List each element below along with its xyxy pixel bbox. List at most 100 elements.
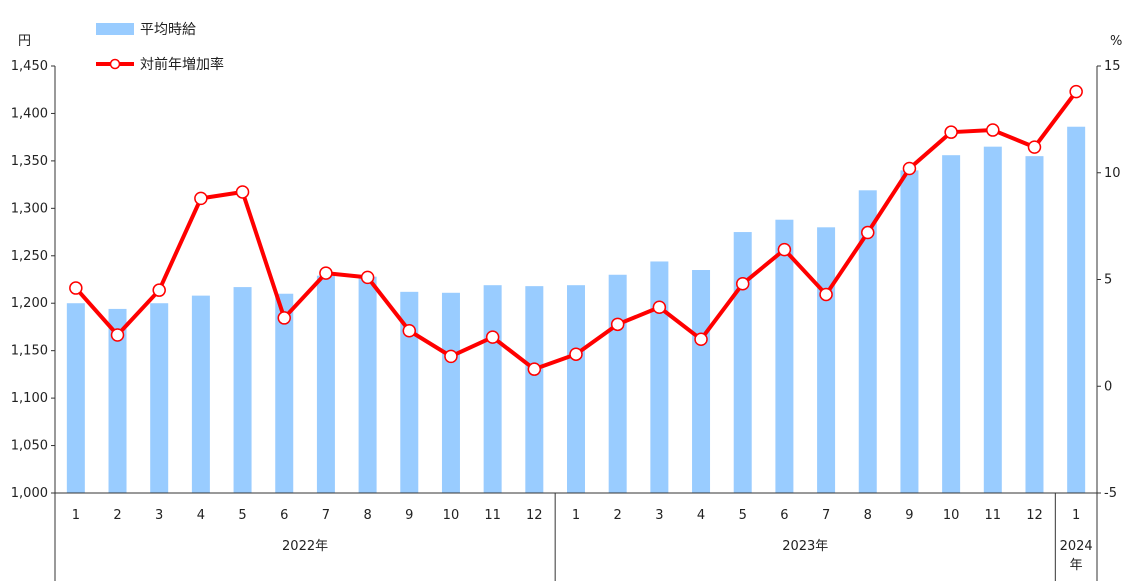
bar-21 <box>900 170 919 493</box>
bar-11 <box>483 285 502 493</box>
growth-rate-point-16 <box>694 332 708 347</box>
x-tick-label: 11 <box>484 508 501 523</box>
bar-series <box>66 126 1086 494</box>
left-tick-label: 1,000 <box>11 486 48 501</box>
growth-rate-point-23 <box>986 123 1000 137</box>
growth-rate-point-7 <box>319 266 333 280</box>
bar-23 <box>983 146 1002 493</box>
x-tick-label: 12 <box>1026 508 1043 523</box>
x-tick-label: 8 <box>864 508 872 523</box>
growth-rate-point-10 <box>444 349 458 364</box>
x-tick-label: 8 <box>363 508 371 523</box>
bar-19 <box>817 227 836 494</box>
x-tick-label: 6 <box>280 508 288 523</box>
x-tick-label: 1 <box>1072 508 1080 523</box>
growth-rate-point-2 <box>110 328 125 342</box>
x-tick-label: 2 <box>614 508 622 523</box>
growth-rate-point-14 <box>610 317 625 332</box>
bar-6 <box>275 293 294 493</box>
growth-rate-point-12 <box>527 362 542 376</box>
growth-rate-point-18 <box>777 242 792 257</box>
growth-rate-point-19 <box>819 287 833 302</box>
growth-rate-point-17 <box>735 277 750 291</box>
year-label: 2022年 <box>282 539 328 554</box>
bar-10 <box>441 292 460 493</box>
x-tick-label: 4 <box>697 508 705 523</box>
legend-label-line: 対前年増加率 <box>140 56 224 73</box>
left-tick-label: 1,450 <box>11 59 48 74</box>
growth-rate-point-25 <box>1069 84 1083 99</box>
bar-7 <box>316 275 335 493</box>
bar-14 <box>608 274 627 493</box>
growth-rate-point-5 <box>235 185 250 199</box>
left-tick-label: 1,350 <box>11 154 48 169</box>
bar-3 <box>150 303 169 493</box>
bar-22 <box>942 155 961 493</box>
x-tick-label: 10 <box>443 508 460 523</box>
growth-rate-point-9 <box>402 323 417 338</box>
growth-rate-point-6 <box>277 311 291 325</box>
right-tick-label: 0 <box>1104 379 1112 394</box>
left-tick-label: 1,300 <box>11 201 48 216</box>
growth-rate-point-21 <box>902 161 917 176</box>
x-tick-label: 12 <box>526 508 543 523</box>
x-tick-label: 7 <box>822 508 830 523</box>
left-tick-label: 1,150 <box>11 344 48 359</box>
x-tick-label: 3 <box>155 508 163 523</box>
bar-9 <box>400 291 419 493</box>
growth-rate-point-4 <box>194 191 208 206</box>
growth-rate-point-11 <box>485 330 500 344</box>
growth-rate-point-13 <box>569 347 583 361</box>
growth-rate-point-15 <box>652 300 667 315</box>
bar-20 <box>858 190 877 493</box>
right-tick-label: -5 <box>1104 486 1117 501</box>
legend-swatch-bar <box>96 23 134 35</box>
bar-8 <box>358 276 377 493</box>
growth-rate-point-8 <box>360 270 375 285</box>
left-axis-ticks: 1,000 1,050 1,100 1,150 1,200 1,250 1,300 1,350… <box>11 59 55 501</box>
left-tick-label: 1,200 <box>11 296 48 311</box>
bar-17 <box>733 232 752 494</box>
x-tick-label: 5 <box>739 508 747 523</box>
bar-1 <box>66 303 85 493</box>
x-tick-label: 11 <box>985 508 1002 523</box>
bar-2 <box>108 308 127 493</box>
x-tick-label: 5 <box>238 508 246 523</box>
x-axis-ticks: 1 2 3 4 5 6 7 8 9 10 11 12 1 2 3 4 5 6 7 8 9 10 11 12 1 <box>72 508 1081 523</box>
line-series <box>69 84 1083 376</box>
x-tick-label: 6 <box>780 508 788 523</box>
legend-label-bar: 平均時給 <box>140 22 196 38</box>
year-label-line: 年 <box>1070 558 1083 573</box>
x-tick-label: 9 <box>905 508 913 523</box>
legend: 平均時給 対前年増加率 <box>96 22 224 73</box>
bar-24 <box>1025 156 1044 493</box>
growth-rate-point-1 <box>69 281 83 295</box>
x-tick-label: 1 <box>72 508 80 523</box>
growth-rate-point-20 <box>861 225 875 240</box>
x-tick-label: 9 <box>405 508 413 523</box>
bar-16 <box>692 270 711 493</box>
right-tick-label: 10 <box>1104 166 1121 181</box>
right-tick-label: 5 <box>1104 273 1112 288</box>
bar-4 <box>191 295 210 493</box>
bar-15 <box>650 261 669 493</box>
x-tick-label: 2 <box>113 508 121 523</box>
left-tick-label: 1,050 <box>11 439 48 454</box>
left-tick-label: 1,100 <box>11 391 48 406</box>
right-axis-unit: % <box>1110 34 1122 49</box>
bar-25 <box>1067 126 1086 494</box>
x-tick-label: 3 <box>655 508 663 523</box>
year-label-line: 2024 <box>1060 539 1093 554</box>
right-axis-ticks: -5 0 5 10 15 <box>1097 59 1121 501</box>
bar-13 <box>567 285 585 493</box>
bar-5 <box>233 287 252 493</box>
legend-swatch-marker <box>109 58 121 70</box>
x-tick-label: 10 <box>943 508 960 523</box>
bar-18 <box>775 219 794 493</box>
x-axis-groups: 2022年 2023年 2024 年 <box>54 493 1098 581</box>
x-tick-label: 4 <box>197 508 205 523</box>
left-tick-label: 1,400 <box>11 106 48 121</box>
left-tick-label: 1,250 <box>11 249 48 264</box>
bar-12 <box>525 286 544 493</box>
